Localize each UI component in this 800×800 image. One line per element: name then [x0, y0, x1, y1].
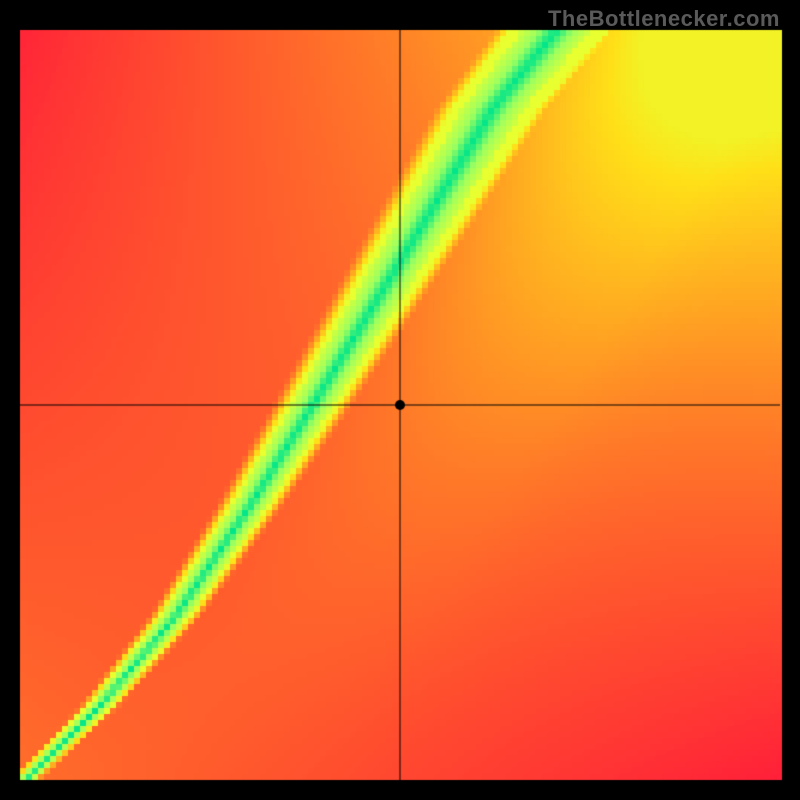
bottleneck-heatmap	[0, 0, 800, 800]
